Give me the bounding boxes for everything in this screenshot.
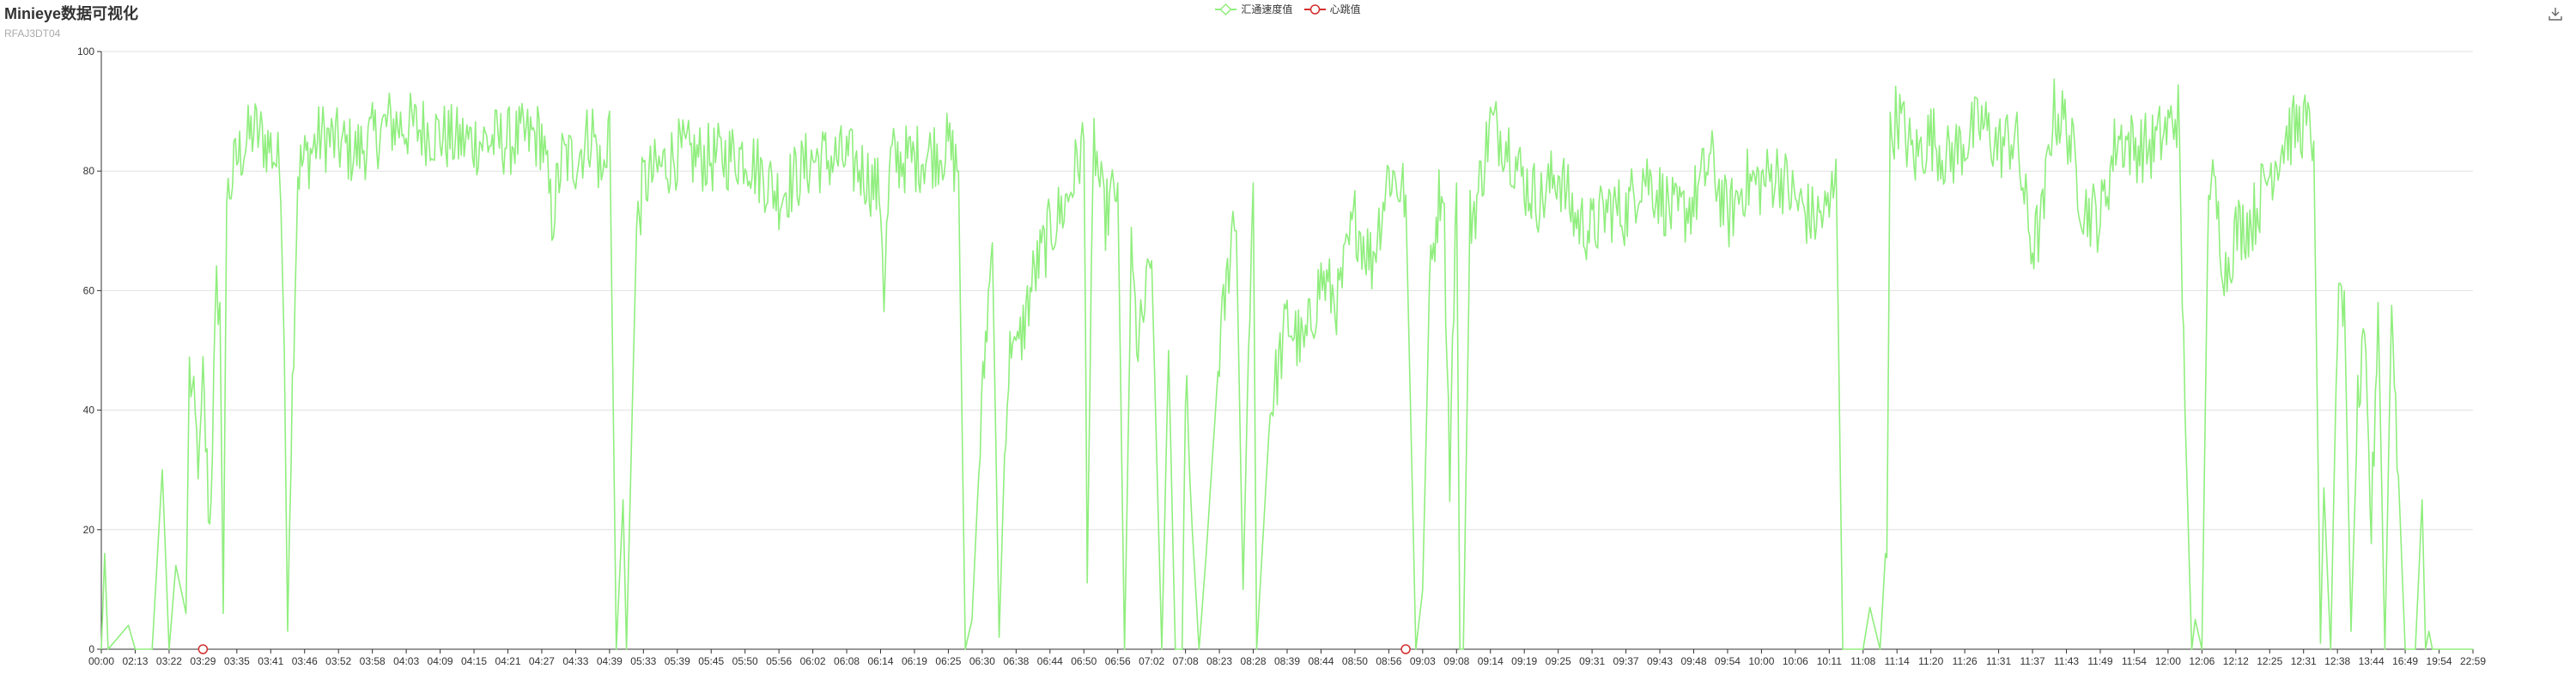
diamond-icon bbox=[1215, 3, 1237, 15]
x-tick-label: 12:25 bbox=[2257, 655, 2282, 667]
x-tick-label: 03:46 bbox=[292, 655, 318, 667]
heartbeat-point[interactable] bbox=[197, 644, 209, 654]
x-tick-label: 03:52 bbox=[325, 655, 351, 667]
x-tick-label: 05:50 bbox=[732, 655, 758, 667]
x-tick-label: 13:44 bbox=[2359, 655, 2385, 667]
x-tick-label: 08:23 bbox=[1206, 655, 1232, 667]
x-tick-label: 12:31 bbox=[2291, 655, 2317, 667]
y-tick-label: 20 bbox=[83, 524, 95, 536]
x-tick-label: 04:15 bbox=[461, 655, 487, 667]
chart-title: Minieye数据可视化 bbox=[4, 5, 139, 22]
x-tick-label: 08:28 bbox=[1241, 655, 1267, 667]
x-tick-label: 09:19 bbox=[1511, 655, 1537, 667]
x-tick-label: 04:39 bbox=[597, 655, 623, 667]
x-tick-label: 09:25 bbox=[1546, 655, 1571, 667]
x-tick-label: 11:43 bbox=[2054, 655, 2079, 667]
circle-icon bbox=[1303, 3, 1326, 15]
x-tick-label: 07:02 bbox=[1139, 655, 1164, 667]
series-layer bbox=[100, 78, 2473, 650]
x-tick-label: 05:56 bbox=[766, 655, 792, 667]
axes: 0 20 40 60 80 100 00:00 02:13 03:22 03:29 03:35 03:… bbox=[77, 46, 2486, 667]
legend-item-heartbeat[interactable]: 心跳值 bbox=[1303, 2, 1361, 16]
x-tick-label: 09:48 bbox=[1680, 655, 1706, 667]
x-tick-label: 03:41 bbox=[258, 655, 283, 667]
heartbeat-point[interactable] bbox=[1400, 644, 1411, 654]
x-tick-label: 09:37 bbox=[1613, 655, 1639, 667]
x-tick-label: 10:06 bbox=[1783, 655, 1808, 667]
x-tick-label: 06:19 bbox=[902, 655, 927, 667]
x-tick-label: 05:45 bbox=[698, 655, 724, 667]
x-tick-label: 06:30 bbox=[969, 655, 995, 667]
x-tick-label: 19:54 bbox=[2427, 655, 2452, 667]
x-tick-label: 08:39 bbox=[1274, 655, 1300, 667]
chart-subtitle: RFAJ3DT04 bbox=[4, 27, 61, 40]
x-tick-label: 02:13 bbox=[122, 655, 148, 667]
x-tick-label: 11:26 bbox=[1953, 655, 1978, 667]
x-tick-label: 03:58 bbox=[360, 655, 386, 667]
x-tick-label: 08:44 bbox=[1308, 655, 1334, 667]
x-tick-label: 03:29 bbox=[190, 655, 216, 667]
x-tick-label: 11:54 bbox=[2122, 655, 2147, 667]
legend-label-heartbeat: 心跳值 bbox=[1329, 3, 1361, 15]
y-tick-label: 60 bbox=[83, 284, 95, 296]
x-tick-label: 04:21 bbox=[495, 655, 520, 667]
y-tick-label: 80 bbox=[83, 165, 95, 177]
x-tick-label: 03:35 bbox=[224, 655, 250, 667]
x-tick-label: 12:06 bbox=[2189, 655, 2215, 667]
y-tick-label: 100 bbox=[77, 46, 94, 58]
x-tick-label: 09:31 bbox=[1579, 655, 1605, 667]
x-tick-label: 12:12 bbox=[2223, 655, 2249, 667]
x-tick-label: 06:14 bbox=[867, 655, 893, 667]
legend-label-speed: 汇通速度值 bbox=[1241, 3, 1293, 15]
x-tick-label: 03:22 bbox=[156, 655, 182, 667]
x-tick-label: 06:56 bbox=[1105, 655, 1131, 667]
download-icon[interactable] bbox=[2547, 5, 2564, 22]
x-tick-label: 09:43 bbox=[1647, 655, 1673, 667]
x-tick-label: 04:27 bbox=[529, 655, 555, 667]
y-tick-label: 40 bbox=[83, 404, 95, 416]
x-tick-label: 11:20 bbox=[1918, 655, 1943, 667]
x-tick-label: 22:59 bbox=[2460, 655, 2486, 667]
x-tick-label: 11:31 bbox=[1986, 655, 2011, 667]
x-tick-label: 09:08 bbox=[1443, 655, 1469, 667]
x-tick-label: 09:14 bbox=[1478, 655, 1504, 667]
x-tick-label: 06:38 bbox=[1003, 655, 1029, 667]
x-tick-label: 11:49 bbox=[2087, 655, 2112, 667]
x-tick-label: 12:00 bbox=[2155, 655, 2181, 667]
x-tick-label: 10:00 bbox=[1748, 655, 1774, 667]
points-layer bbox=[197, 644, 1411, 654]
legend: 汇通速度值 心跳值 bbox=[0, 2, 2576, 18]
x-tick-label: 06:44 bbox=[1037, 655, 1063, 667]
x-tick-label: 11:37 bbox=[2020, 655, 2044, 667]
x-tick-label: 12:38 bbox=[2324, 655, 2350, 667]
x-tick-label: 06:25 bbox=[935, 655, 961, 667]
x-tick-label: 09:03 bbox=[1410, 655, 1436, 667]
series-line-speed bbox=[100, 78, 2473, 650]
x-tick-label: 06:50 bbox=[1071, 655, 1097, 667]
x-tick-label: 06:02 bbox=[800, 655, 826, 667]
x-tick-label: 08:50 bbox=[1342, 655, 1368, 667]
x-tick-label: 05:39 bbox=[665, 655, 690, 667]
y-tick-label: 0 bbox=[88, 643, 94, 655]
x-tick-label: 09:54 bbox=[1715, 655, 1741, 667]
x-tick-label: 06:08 bbox=[834, 655, 860, 667]
x-tick-label: 04:09 bbox=[428, 655, 453, 667]
x-tick-label: 08:56 bbox=[1376, 655, 1401, 667]
x-tick-label: 04:03 bbox=[393, 655, 419, 667]
grid-lines bbox=[101, 51, 2473, 531]
legend-item-speed[interactable]: 汇通速度值 bbox=[1215, 2, 1292, 16]
x-tick-label: 00:00 bbox=[88, 655, 114, 667]
x-tick-label: 16:49 bbox=[2392, 655, 2418, 667]
x-tick-label: 11:14 bbox=[1885, 655, 1910, 667]
x-tick-label: 05:33 bbox=[630, 655, 656, 667]
x-tick-label: 11:08 bbox=[1850, 655, 1875, 667]
x-tick-label: 10:11 bbox=[1817, 655, 1842, 667]
x-tick-label: 04:33 bbox=[562, 655, 588, 667]
x-tick-label: 07:08 bbox=[1173, 655, 1199, 667]
